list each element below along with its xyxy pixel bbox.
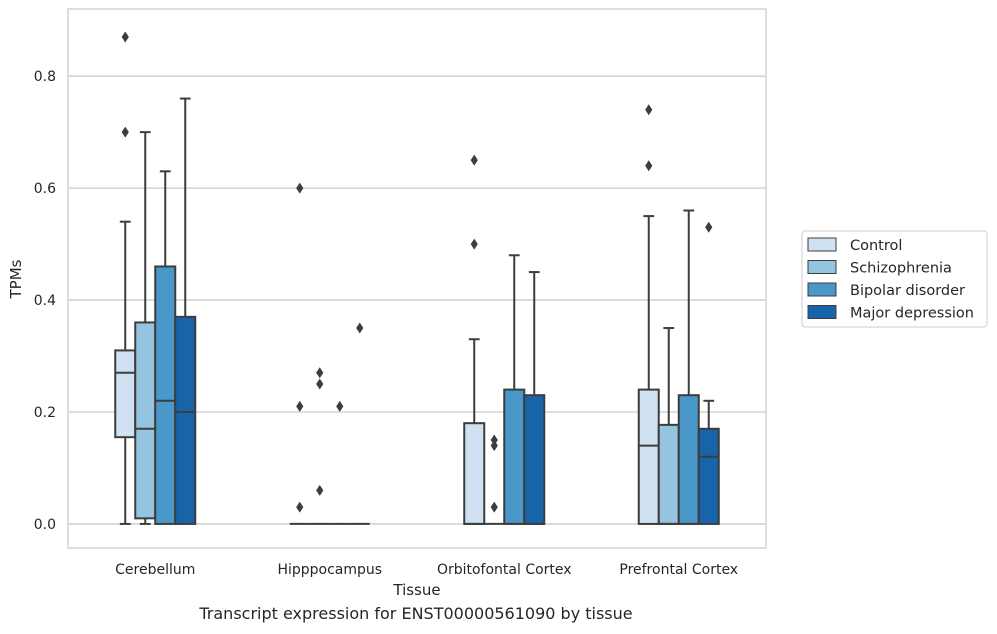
box-major-depression xyxy=(174,97,197,525)
box xyxy=(134,321,157,520)
outlier-point xyxy=(316,484,324,496)
outlier-point xyxy=(121,31,129,43)
outlier-point xyxy=(490,434,498,446)
box-control xyxy=(463,154,486,525)
outlier-point xyxy=(470,154,478,166)
outlier-point xyxy=(470,238,478,250)
outlier-point xyxy=(121,126,129,138)
outlier-point xyxy=(356,322,364,334)
outlier-point xyxy=(296,501,304,513)
x-tick-labels: Cerebellum Hipppocampus Orbitofontal Corte… xyxy=(115,562,738,578)
x-tick-label: Orbitofontal Cortex xyxy=(437,562,572,578)
legend-entry: Schizophrenia xyxy=(807,260,952,277)
legend-frame xyxy=(801,230,988,328)
legend-label: Control xyxy=(850,238,902,254)
legend-swatch xyxy=(807,260,837,274)
legend-swatch xyxy=(807,237,837,252)
outlier-point xyxy=(316,367,324,379)
box-major-depression xyxy=(349,322,370,525)
outlier-point xyxy=(645,160,653,172)
y-axis-label: TPMs xyxy=(7,259,25,299)
figure-caption: Transcript expression for ENST0000056109… xyxy=(199,604,633,623)
box xyxy=(114,349,137,439)
x-tick-label: Hipppocampus xyxy=(277,562,382,578)
y-tick-label: 0.6 xyxy=(34,181,56,197)
outlier-point xyxy=(490,440,498,452)
legend-entry: Bipolar disorder xyxy=(807,282,965,299)
box-major-depression xyxy=(523,271,546,525)
box-schizophrenia xyxy=(309,367,330,525)
box xyxy=(154,265,177,525)
legend-swatch xyxy=(807,282,837,297)
outlier-point xyxy=(296,182,304,194)
legend: Control Schizophrenia Bipolar disorder Majo… xyxy=(801,230,988,328)
y-tick-labels: 0.0 0.2 0.4 0.6 0.8 xyxy=(34,69,56,533)
boxes xyxy=(114,31,720,525)
plot-area xyxy=(67,8,767,549)
box xyxy=(677,394,700,525)
box-bipolar-disorder xyxy=(329,400,350,525)
outlier-point xyxy=(645,104,653,116)
legend-entry: Major depression xyxy=(807,305,974,322)
box xyxy=(174,315,197,525)
box-control xyxy=(114,31,137,525)
box-control xyxy=(637,104,660,525)
box xyxy=(503,388,526,525)
legend-entry: Control xyxy=(807,237,902,254)
box xyxy=(637,388,660,525)
box-schizophrenia xyxy=(484,434,505,525)
box-bipolar-disorder xyxy=(677,209,700,525)
outlier-point xyxy=(336,400,344,412)
y-tick-label: 0.4 xyxy=(34,293,56,309)
box-control xyxy=(289,182,310,525)
x-tick-label: Cerebellum xyxy=(115,562,195,578)
box-bipolar-disorder xyxy=(503,254,526,525)
legend-label: Major depression xyxy=(850,306,974,322)
box xyxy=(523,394,546,525)
outlier-point xyxy=(316,378,324,390)
box-major-depression xyxy=(697,221,720,525)
y-tick-label: 0.2 xyxy=(34,405,56,421)
box-schizophrenia xyxy=(134,131,157,525)
outlier-point xyxy=(705,221,713,233)
box xyxy=(463,422,486,525)
outlier-point xyxy=(296,400,304,412)
box xyxy=(657,423,680,525)
legend-swatch xyxy=(807,305,837,319)
y-tick-label: 0.8 xyxy=(34,69,56,85)
box-schizophrenia xyxy=(657,327,680,525)
box-bipolar-disorder xyxy=(154,170,177,525)
legend-label: Schizophrenia xyxy=(850,261,952,277)
legend-label: Bipolar disorder xyxy=(850,283,965,299)
y-tick-label: 0.0 xyxy=(34,517,56,533)
box xyxy=(697,427,720,525)
x-tick-label: Prefrontal Cortex xyxy=(619,562,738,578)
x-axis-label: Tissue xyxy=(392,581,440,599)
outlier-point xyxy=(490,501,498,513)
